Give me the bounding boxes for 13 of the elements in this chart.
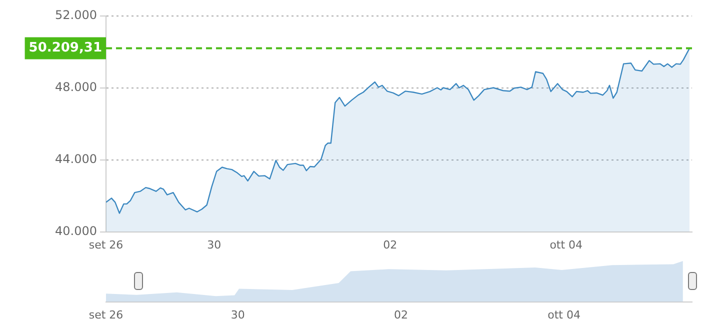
y-tick-label: 48.000 bbox=[55, 80, 97, 94]
x-tick-label: 02 bbox=[383, 238, 398, 252]
y-tick-label: 40.000 bbox=[55, 224, 97, 238]
y-tick-label: 52.000 bbox=[55, 8, 97, 22]
ref-line-label: 50.209,31 bbox=[28, 40, 102, 56]
x-tick-label: set 26 bbox=[88, 308, 124, 322]
x-tick-label: 30 bbox=[207, 238, 222, 252]
x-tick-label: 30 bbox=[230, 308, 245, 322]
x-tick-label: ott 04 bbox=[550, 238, 583, 252]
x-tick-label: set 26 bbox=[88, 238, 124, 252]
x-tick-label: 02 bbox=[394, 308, 408, 322]
x-tick-label: ott 04 bbox=[548, 308, 580, 322]
y-tick-label: 44.000 bbox=[55, 152, 97, 166]
